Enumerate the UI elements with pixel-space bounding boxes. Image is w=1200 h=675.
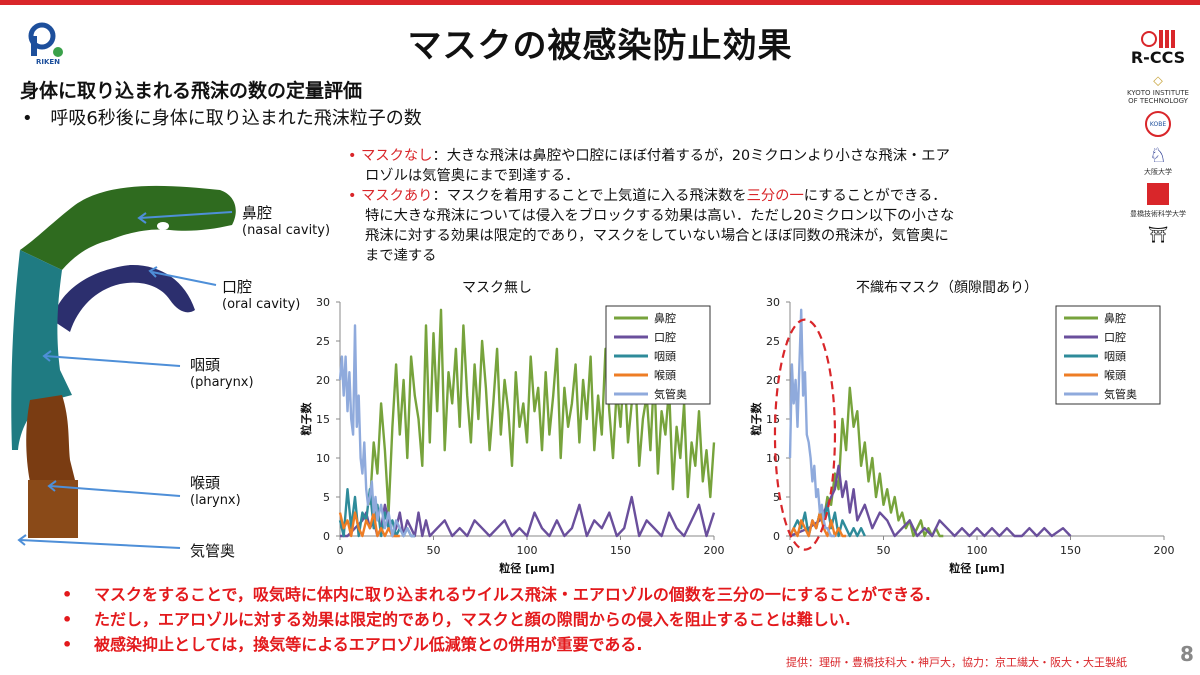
- x-tick-label: 0: [787, 544, 794, 557]
- bullet-marker: •: [22, 108, 33, 129]
- riken-logo: RIKEN: [28, 22, 68, 70]
- y-tick-label: 20: [316, 374, 330, 387]
- pharynx-shape: [11, 250, 72, 450]
- desc-line-4: 特に大きな飛沫については侵入をブロックする効果は高い．ただし20ミクロン以下の小…: [365, 208, 955, 224]
- riken-logo-text: RIKEN: [36, 58, 60, 66]
- note-2: • ただし，エアロゾルに対する効果は限定的であり，マスクと顔の隙間からの侵入を阻止…: [62, 610, 851, 629]
- y-tick-label: 30: [766, 296, 780, 309]
- highlight-ellipse: [773, 318, 837, 551]
- y-tick-label: 15: [766, 413, 780, 426]
- kyoto-logo-text: KYOTO INSTITUTE OF TECHNOLOGY: [1127, 89, 1189, 105]
- y-tick-label: 0: [773, 530, 780, 543]
- y-tick-label: 15: [316, 413, 330, 426]
- section-subtitle: 身体に取り込まれる飛沫の数の定量評価: [20, 80, 363, 102]
- no-mask-label: マスクなし: [360, 148, 433, 164]
- description: • マスクなし：大きな飛沫は鼻腔や口腔にほぼ付着するが，20ミクロンより小さな飛…: [348, 146, 1108, 266]
- desc-line-1: • マスクなし：大きな飛沫は鼻腔や口腔にほぼ付着するが，20ミクロンより小さな飛…: [348, 148, 950, 164]
- legend-label: 喉頭: [1104, 369, 1126, 382]
- y-tick-label: 0: [323, 530, 330, 543]
- y-tick-label: 20: [766, 374, 780, 387]
- page-number: 8: [1180, 642, 1194, 666]
- larynx-shape: [26, 395, 75, 482]
- x-axis-label: 粒径 [μm]: [499, 561, 554, 575]
- x-tick-label: 100: [967, 544, 988, 557]
- series-line-5: [788, 308, 835, 538]
- y-tick-label: 5: [323, 491, 330, 504]
- kyoto-emblem-icon: ⬦: [1153, 73, 1163, 89]
- one-third-highlight: 三分の一: [746, 188, 804, 204]
- airway-illustration: [11, 185, 236, 549]
- desc-line-3: • マスクあり：マスクを着用することで上気道に入る飛沫数を三分の一にすることがで…: [348, 188, 947, 204]
- x-tick-label: 150: [610, 544, 631, 557]
- series-line-1: [368, 308, 716, 514]
- osaka-emblem-icon: ♘: [1149, 143, 1167, 167]
- desc-line-5: 飛沫に対する効果は限定的であり，マスクをしていない場合とほぼ同数の飛沫が，気管奥…: [365, 228, 949, 244]
- x-tick-label: 50: [877, 544, 891, 557]
- credit-line: 提供：理研・豊橋技科大・神戸大，協力：京工繊大・阪大・大王製紙: [786, 656, 1127, 669]
- label-arrows: [17, 211, 233, 549]
- chart-title: マスク無し: [462, 280, 532, 296]
- legend-label: 気管奥: [1104, 387, 1137, 401]
- rccs-mark: [1126, 30, 1190, 48]
- series-line-3: [788, 503, 866, 538]
- y-tick-label: 25: [316, 335, 330, 348]
- legend-label: 咽頭: [654, 350, 676, 363]
- x-tick-label: 150: [1060, 544, 1081, 557]
- legend-label: 鼻腔: [1104, 311, 1126, 325]
- gate-icon: ⛩: [1147, 225, 1169, 244]
- x-tick-label: 50: [427, 544, 441, 557]
- trachea-label: 気管奥: [190, 542, 236, 560]
- oral-label: 口腔 (oral cavity): [222, 278, 301, 312]
- nasal-cavity-shape: [20, 185, 236, 270]
- series-line-4: [788, 511, 847, 538]
- x-tick-label: 200: [1154, 544, 1175, 557]
- series-line-2: [789, 464, 1072, 538]
- x-tick-label: 0: [337, 544, 344, 557]
- kobe-logo: KOBE: [1145, 111, 1171, 137]
- with-mask-label: マスクあり: [360, 188, 433, 204]
- chart-title: 不織布マスク（顔隙間あり）: [856, 280, 1038, 296]
- y-tick-label: 10: [316, 452, 330, 465]
- toyohashi-logo-text: 豊橋技術科学大学: [1130, 210, 1186, 218]
- legend-label: 喉頭: [654, 369, 676, 382]
- toyohashi-emblem-icon: [1126, 183, 1190, 209]
- top-accent-bar: [0, 0, 1200, 5]
- page-title: マスクの被感染防止効果: [407, 26, 793, 66]
- y-tick-label: 10: [766, 452, 780, 465]
- desc-line-2: ロゾルは気管奥にまで到達する．: [365, 168, 580, 184]
- note-1: • マスクをすることで，吸気時に体内に取り込まれるウイルス飛沫・エアロゾルの個数を…: [62, 585, 931, 604]
- y-tick-label: 25: [766, 335, 780, 348]
- series-line-2: [340, 495, 716, 538]
- pharynx-label: 咽頭 (pharynx): [190, 356, 254, 390]
- rccs-logo-text: R-CCS: [1130, 48, 1186, 67]
- partner-logos: R-CCS ⬦ KYOTO INSTITUTE OF TECHNOLOGY KO…: [1126, 26, 1190, 244]
- chart-with-mask: 不織布マスク（顔隙間あり） 0 5 10 15 20 25 30 0 50 100 150 200 粒径 …: [749, 280, 1175, 575]
- y-tick-label: 5: [773, 491, 780, 504]
- series-line-5: [338, 324, 415, 538]
- legend-label: 咽頭: [1104, 350, 1126, 363]
- note-3: • 被感染抑止としては，換気等によるエアロゾル低減策との併用が重要である.: [62, 635, 643, 654]
- osaka-logo-text: 大阪大学: [1144, 168, 1172, 176]
- bottom-notes: • マスクをすることで，吸気時に体内に取り込まれるウイルス飛沫・エアロゾルの個数を…: [62, 582, 931, 657]
- y-axis-label: 粒子数: [749, 402, 763, 436]
- bullet-text: 呼吸6秒後に身体に取り込まれた飛沫粒子の数: [50, 108, 422, 129]
- series-line-4: [338, 511, 400, 538]
- series-line-1: [815, 386, 944, 538]
- legend-label: 口腔: [1104, 330, 1126, 344]
- legend-label: 鼻腔: [654, 311, 676, 325]
- chart-no-mask: マスク無し 0 5 10 15 20 25 30 0 50 100 150 200 粒径 [μm] 粒子数 鼻…: [299, 280, 725, 575]
- y-axis-label: 粒子数: [299, 402, 313, 436]
- legend-label: 気管奥: [654, 387, 687, 401]
- y-tick-label: 30: [316, 296, 330, 309]
- legend-label: 口腔: [654, 330, 676, 344]
- x-axis-label: 粒径 [μm]: [949, 561, 1004, 575]
- nasal-label: 鼻腔 (nasal cavity): [242, 204, 331, 238]
- desc-line-6: まで達する: [365, 248, 437, 264]
- larynx-label: 喉頭 (larynx): [190, 474, 241, 508]
- x-tick-label: 200: [704, 544, 725, 557]
- bullet-line: • 呼吸6秒後に身体に取り込まれた飛沫粒子の数: [22, 104, 422, 130]
- trachea-shape: [28, 480, 78, 538]
- x-tick-label: 100: [517, 544, 538, 557]
- oral-cavity-shape: [52, 264, 195, 332]
